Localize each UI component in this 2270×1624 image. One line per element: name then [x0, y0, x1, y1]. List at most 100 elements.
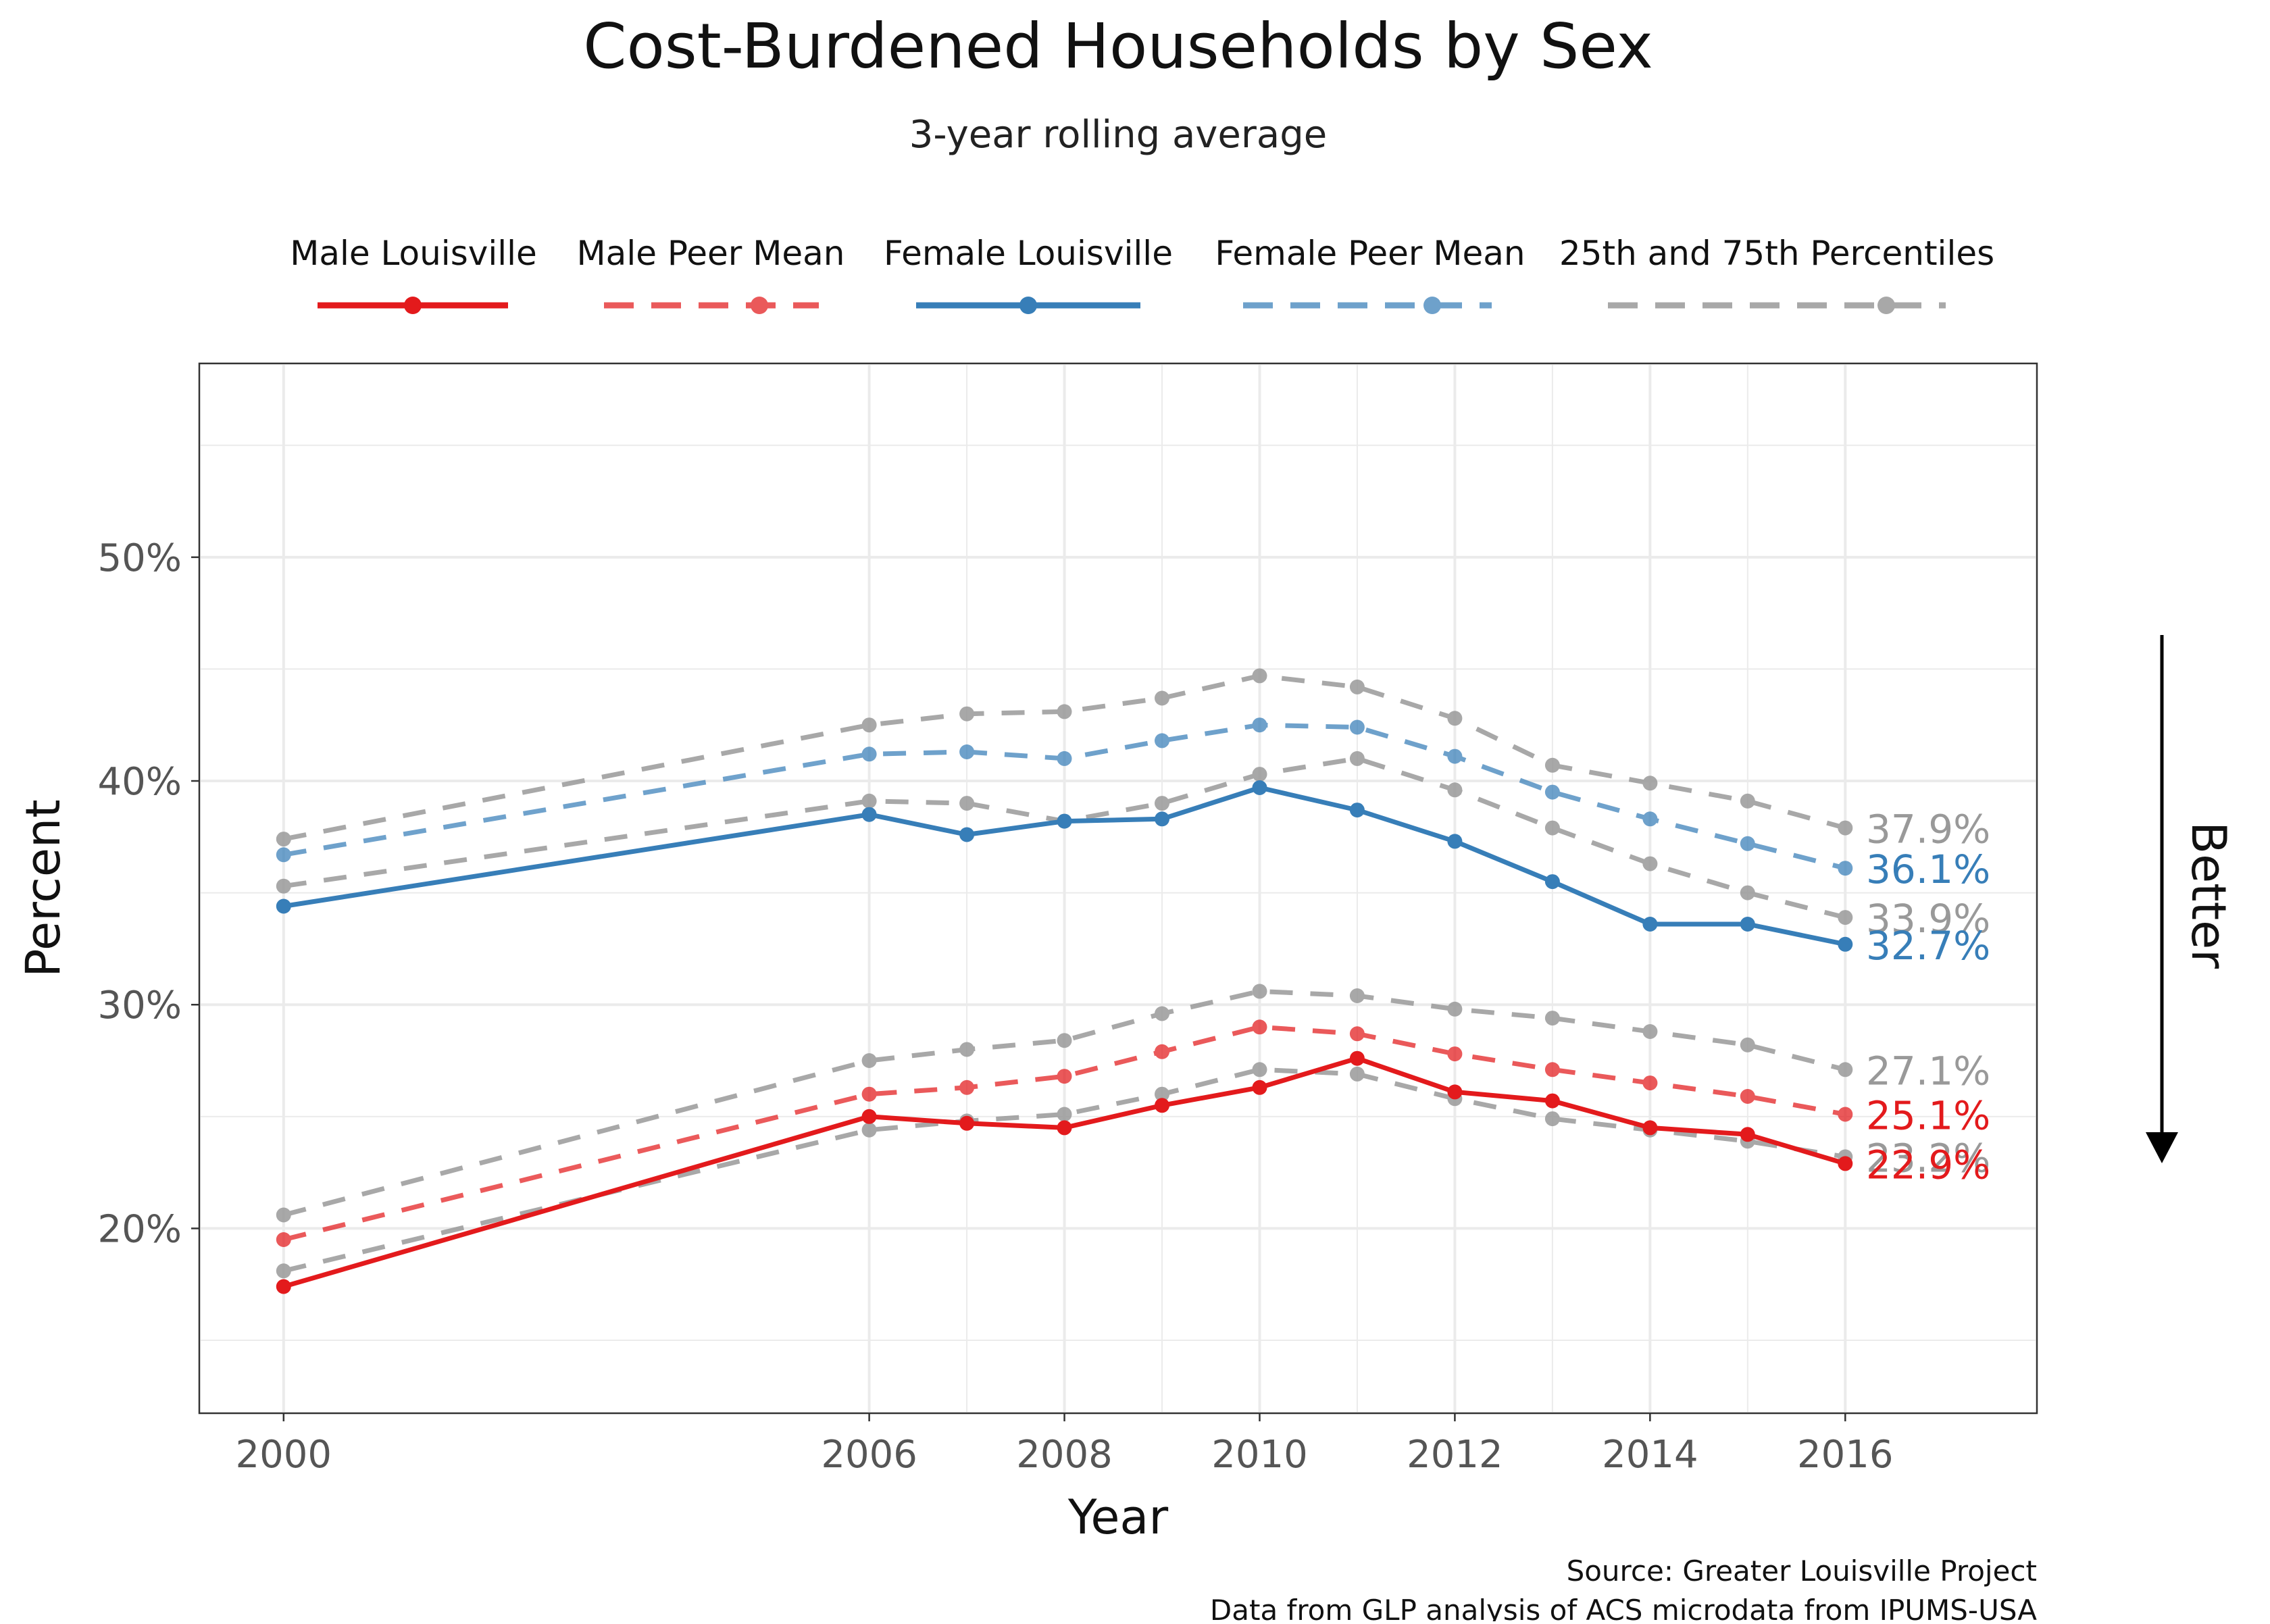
- data-point-female-louisville: [1057, 813, 1072, 829]
- data-point-male-peer: [1252, 1019, 1267, 1035]
- data-point-male-percentile: [1544, 1111, 1560, 1127]
- series-female-percentile: [276, 668, 1853, 847]
- x-tick-label: 2016: [1797, 1433, 1894, 1477]
- end-value-label: 32.7%: [1866, 923, 1990, 969]
- data-point-female-peer: [1740, 836, 1755, 851]
- legend-label: Male Louisville: [290, 234, 537, 273]
- series-line-female-louisville: [283, 785, 1846, 947]
- data-point-male-peer: [1642, 1075, 1658, 1091]
- data-point-female-percentile: [1740, 885, 1755, 900]
- data-point-female-percentile: [1544, 757, 1560, 773]
- chart-title: Cost-Burdened Households by Sex: [583, 10, 1653, 82]
- data-point-male-percentile: [1642, 1024, 1658, 1039]
- data-point-female-louisville: [1838, 936, 1853, 952]
- data-point-male-percentile: [1740, 1037, 1755, 1052]
- x-tick-label: 2008: [1016, 1433, 1113, 1477]
- legend-item: [916, 297, 1140, 314]
- data-point-male-louisville: [1544, 1093, 1560, 1109]
- data-point-male-percentile: [1057, 1033, 1072, 1048]
- data-point-male-peer: [861, 1086, 877, 1102]
- data-point-female-peer: [1838, 861, 1853, 876]
- series-line-male-louisville: [282, 1056, 1846, 1289]
- data-point-male-louisville: [1155, 1098, 1169, 1113]
- data-point-female-percentile: [1349, 751, 1365, 766]
- data-point-female-peer: [1642, 811, 1658, 827]
- x-axis-title: Year: [1067, 1490, 1168, 1545]
- data-point-male-louisville: [959, 1115, 975, 1131]
- data-point-female-percentile: [1155, 796, 1169, 811]
- data-point-male-percentile: [276, 1263, 291, 1279]
- data-point-female-percentile: [861, 717, 877, 733]
- y-tick-label: 30%: [98, 984, 182, 1027]
- data-point-female-percentile: [1838, 820, 1853, 836]
- better-label: Better: [2181, 821, 2236, 969]
- data-point-female-louisville: [276, 898, 291, 914]
- data-point-male-peer: [276, 1232, 291, 1247]
- data-point-male-louisville: [861, 1109, 877, 1124]
- series-male-peer: [276, 1019, 1853, 1247]
- data-point-female-percentile: [1740, 793, 1755, 809]
- y-axis-title: Percent: [16, 799, 71, 977]
- data-point-male-percentile: [1252, 984, 1267, 999]
- end-value-label: 22.9%: [1866, 1142, 1990, 1188]
- data-point-female-percentile: [959, 706, 975, 721]
- data-point-female-percentile: [1349, 679, 1365, 694]
- end-value-label: 33.9%: [1866, 896, 1990, 942]
- legend-item: [1608, 297, 1946, 314]
- x-tick-label: 2012: [1407, 1433, 1503, 1477]
- data-point-female-peer: [1057, 751, 1072, 766]
- data-point-female-peer: [1349, 719, 1365, 735]
- data-point-male-percentile: [1057, 1107, 1072, 1122]
- end-value-label: 23.2%: [1866, 1135, 1990, 1181]
- legend-key-marker: [1019, 297, 1037, 314]
- legend: Male Louisville Male Peer Mean Female Loui…: [290, 234, 1994, 314]
- data-point-female-percentile: [1252, 767, 1267, 782]
- legend-item: [1243, 297, 1492, 314]
- data-point-male-peer: [1838, 1107, 1853, 1122]
- chart-subtitle: 3-year rolling average: [909, 113, 1327, 157]
- data-point-male-louisville: [1740, 1127, 1755, 1142]
- data-point-male-louisville: [1447, 1084, 1463, 1100]
- legend-item: [318, 297, 508, 314]
- data-point-female-louisville: [1447, 834, 1463, 849]
- data-point-female-peer: [1544, 784, 1560, 800]
- data-point-female-percentile: [1544, 820, 1560, 836]
- legend-label: Male Peer Mean: [577, 234, 845, 273]
- data-point-female-louisville: [1252, 780, 1267, 795]
- data-point-female-percentile: [1252, 668, 1267, 684]
- data-point-female-louisville: [1155, 811, 1169, 827]
- data-point-female-percentile: [1447, 711, 1463, 726]
- data-point-female-peer: [1155, 733, 1169, 748]
- series-female-peer: [276, 717, 1853, 876]
- data-point-male-percentile: [276, 1207, 291, 1223]
- data-point-male-percentile: [861, 1122, 877, 1138]
- data-point-female-peer: [276, 847, 291, 863]
- end-value-label: 36.1%: [1866, 846, 1990, 892]
- data-point-female-peer: [861, 746, 877, 762]
- series-layer: [276, 668, 1853, 1294]
- data-point-male-louisville: [1349, 1050, 1365, 1066]
- legend-key-marker: [404, 297, 422, 314]
- data-point-female-percentile: [1642, 856, 1658, 871]
- end-label-layer: 37.9%36.1%33.9%32.7% 27.1%25.1%23.2%22.9%: [1866, 807, 1990, 1188]
- legend-key-marker: [751, 297, 768, 314]
- data-point-male-peer: [1155, 1044, 1169, 1059]
- data-point-male-percentile: [1349, 1066, 1365, 1082]
- x-tick-label: 2006: [821, 1433, 917, 1477]
- data-point-male-louisville: [1838, 1156, 1853, 1171]
- data-point-female-percentile: [276, 832, 291, 847]
- x-tick-label: 2014: [1602, 1433, 1698, 1477]
- data-point-female-louisville: [861, 807, 877, 822]
- legend-label: Female Peer Mean: [1215, 234, 1525, 273]
- legend-key-marker: [1877, 297, 1895, 314]
- legend-item: [604, 297, 819, 314]
- data-point-female-percentile: [276, 878, 291, 894]
- end-value-label: 27.1%: [1866, 1048, 1990, 1094]
- data-point-male-louisville: [1252, 1080, 1267, 1095]
- series-female-louisville: [276, 780, 1853, 952]
- series-male-louisville: [276, 1050, 1853, 1294]
- y-tick-label: 20%: [98, 1207, 182, 1251]
- data-point-female-percentile: [1057, 704, 1072, 719]
